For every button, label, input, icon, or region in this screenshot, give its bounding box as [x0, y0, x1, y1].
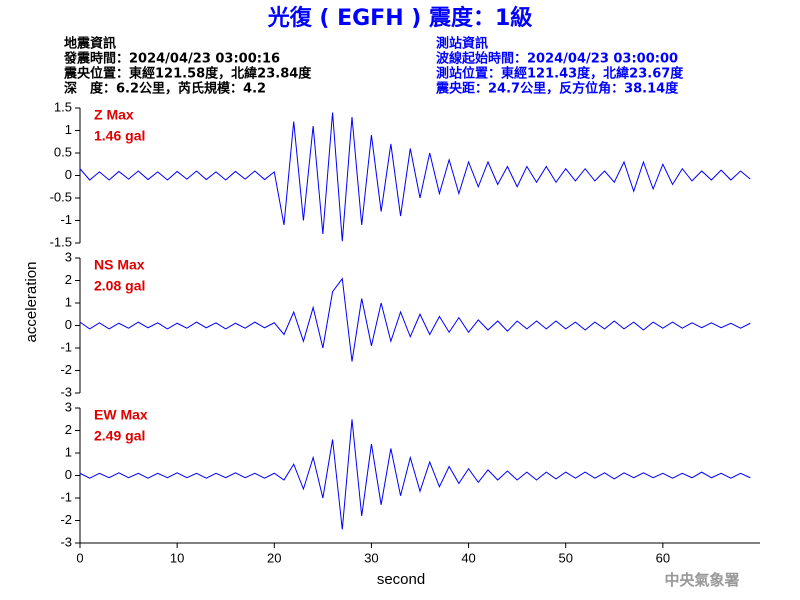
y-tick-label: -2	[60, 512, 72, 527]
y-tick-label: -1	[60, 339, 72, 354]
x-tick-label: 0	[76, 550, 83, 565]
info-left: 地震資訊	[64, 36, 116, 52]
y-tick-label: -3	[60, 534, 72, 549]
y-tick-label: 0	[65, 167, 72, 182]
y-axis-label: acceleration	[23, 262, 40, 343]
chart-title: 光復 ( EGFH ) 震度：1級	[267, 5, 533, 31]
waveform	[79, 277, 751, 362]
panel-label: NS Max	[94, 257, 145, 273]
y-tick-label: 0	[65, 467, 72, 482]
x-tick-label: 30	[364, 550, 378, 565]
panel-label: Z Max	[94, 107, 134, 123]
x-tick-label: 60	[656, 550, 670, 565]
x-tick-label: 40	[461, 550, 475, 565]
waveform	[79, 112, 751, 242]
x-tick-label: 10	[170, 550, 184, 565]
panel-label: EW Max	[94, 407, 148, 423]
y-tick-label: 3	[65, 399, 72, 414]
y-tick-label: 2	[65, 422, 72, 437]
y-tick-label: 0	[65, 317, 72, 332]
y-tick-label: -1.5	[50, 234, 72, 249]
y-tick-label: 1	[65, 122, 72, 137]
y-tick-label: -0.5	[50, 189, 72, 204]
panel-max: 2.08 gal	[94, 278, 145, 294]
info-right: 測站位置：東經121.43度，北緯23.67度	[436, 66, 684, 82]
x-tick-label: 50	[558, 550, 572, 565]
info-right: 震央距：24.7公里，反方位角：38.14度	[435, 81, 679, 97]
y-tick-label: 1	[65, 294, 72, 309]
x-tick-label: 20	[267, 550, 281, 565]
y-tick-label: -2	[60, 362, 72, 377]
x-axis-label: second	[377, 571, 425, 588]
panel-max: 2.49 gal	[94, 428, 145, 444]
info-right: 測站資訊	[436, 36, 488, 52]
y-tick-label: -3	[60, 384, 72, 399]
y-tick-label: 0.5	[54, 144, 72, 159]
y-tick-label: 1	[65, 444, 72, 459]
waveform	[79, 419, 751, 530]
info-right: 波線起始時間：2024/04/23 03:00:00	[436, 51, 678, 67]
y-tick-label: -1	[60, 212, 72, 227]
info-left: 發震時間：2024/04/23 03:00:16	[63, 51, 280, 67]
y-tick-label: 2	[65, 272, 72, 287]
info-left: 震央位置：東經121.58度，北緯23.84度	[63, 66, 312, 82]
footer: 中央氣象署	[664, 571, 739, 589]
panel-max: 1.46 gal	[94, 128, 145, 144]
y-tick-label: 3	[65, 249, 72, 264]
info-left: 深 度：6.2公里，芮氏規模：4.2	[64, 81, 266, 97]
y-tick-label: 1.5	[54, 99, 72, 114]
y-tick-label: -1	[60, 489, 72, 504]
